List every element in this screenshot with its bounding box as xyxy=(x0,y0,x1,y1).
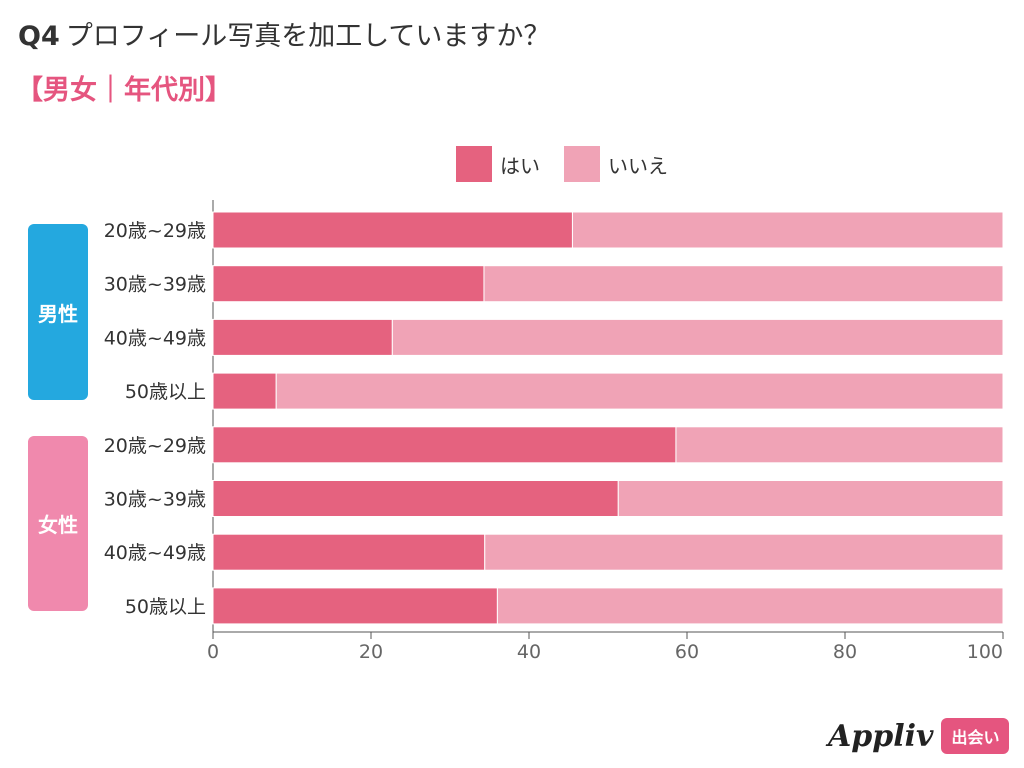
brand-logo: Appliv 出会い xyxy=(828,718,1010,754)
brand-name: Appliv xyxy=(828,718,934,754)
brand-badge: 出会い xyxy=(941,718,1010,754)
bar-no xyxy=(496,587,1004,625)
question-text: プロフィール写真を加工していますか？ xyxy=(65,21,551,52)
group-badge-male: 男性 xyxy=(28,224,88,400)
legend: はい いいえ xyxy=(456,145,692,183)
category-label: 50歳以上 xyxy=(125,596,206,618)
x-tick-label: 80 xyxy=(833,641,857,663)
legend-item-no: いいえ xyxy=(564,146,668,182)
category-label: 40歳~49歳 xyxy=(104,542,206,564)
bar-no xyxy=(484,533,1004,571)
bar-yes xyxy=(212,318,393,356)
bar-no xyxy=(617,480,1004,517)
legend-label-yes: はい xyxy=(500,153,540,178)
bar-no xyxy=(391,318,1004,356)
bar-yes xyxy=(212,372,277,410)
bar-yes xyxy=(212,426,677,464)
bar-yes xyxy=(212,533,486,571)
bar-no xyxy=(275,372,1004,410)
bar-yes xyxy=(212,211,573,249)
bar-yes xyxy=(212,587,498,625)
category-label: 20歳~29歳 xyxy=(104,435,206,457)
legend-item-yes: はい xyxy=(456,146,540,182)
x-tick-label: 100 xyxy=(967,641,1003,663)
category-label: 30歳~39歳 xyxy=(104,274,206,296)
group-badge-female: 女性 xyxy=(28,436,88,611)
bar-yes xyxy=(212,480,619,517)
category-label: 40歳~49歳 xyxy=(104,327,206,349)
category-label: 30歳~39歳 xyxy=(104,489,206,511)
bar-yes xyxy=(212,265,485,303)
chart-title: Q4 プロフィール写真を加工していますか？ xyxy=(18,14,550,53)
x-tick-label: 0 xyxy=(207,641,219,663)
category-label: 20歳~29歳 xyxy=(104,220,206,242)
question-number: Q4 xyxy=(18,21,60,52)
category-label: 50歳以上 xyxy=(125,381,206,403)
legend-swatch-yes xyxy=(456,146,492,182)
x-tick-label: 40 xyxy=(517,641,541,663)
bar-no xyxy=(571,211,1004,249)
chart-subtitle: 【男女｜年代別】 xyxy=(16,75,232,106)
bar-no xyxy=(675,426,1004,464)
x-tick-label: 60 xyxy=(675,641,699,663)
legend-swatch-no xyxy=(564,146,600,182)
bar-no xyxy=(483,265,1004,303)
x-tick-label: 20 xyxy=(359,641,383,663)
legend-label-no: いいえ xyxy=(608,153,668,178)
